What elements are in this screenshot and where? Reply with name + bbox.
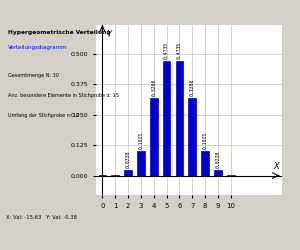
Text: 0.4735: 0.4735 [164,42,169,59]
Text: Umfang der Stichprobe n: 10: Umfang der Stichprobe n: 10 [8,114,79,118]
Text: 0.4735: 0.4735 [177,42,182,59]
Bar [111,175,119,176]
Text: 0.0228: 0.0228 [126,151,130,168]
Text: 0.3206: 0.3206 [190,78,195,96]
Bar [214,170,222,175]
Text: Anz. besondere Elemente in Stichprobe d: 15: Anz. besondere Elemente in Stichprobe d:… [8,93,118,98]
Bar [227,175,235,176]
Bar [188,98,196,176]
Bar [163,60,170,176]
Text: 0.1025: 0.1025 [202,132,208,149]
Text: Y: Y [106,30,111,39]
Text: 0.1025: 0.1025 [138,132,143,149]
Text: X: X [274,162,279,171]
Bar [176,60,183,176]
Text: Hypergeometrische Verteilung: Hypergeometrische Verteilung [8,30,110,35]
Text: Gesamtmenge N: 30: Gesamtmenge N: 30 [8,72,59,78]
Bar [137,151,145,176]
Bar [124,170,132,175]
Bar [201,151,209,176]
Text: Verteilungsdiagramm: Verteilungsdiagramm [8,46,67,51]
Text: 0.3206: 0.3206 [151,78,156,96]
Text: X: Val: -15,63   Y: Val: -0,38: X: Val: -15,63 Y: Val: -0,38 [6,215,77,220]
Bar [150,98,158,176]
Text: 0.0228: 0.0228 [215,151,220,168]
